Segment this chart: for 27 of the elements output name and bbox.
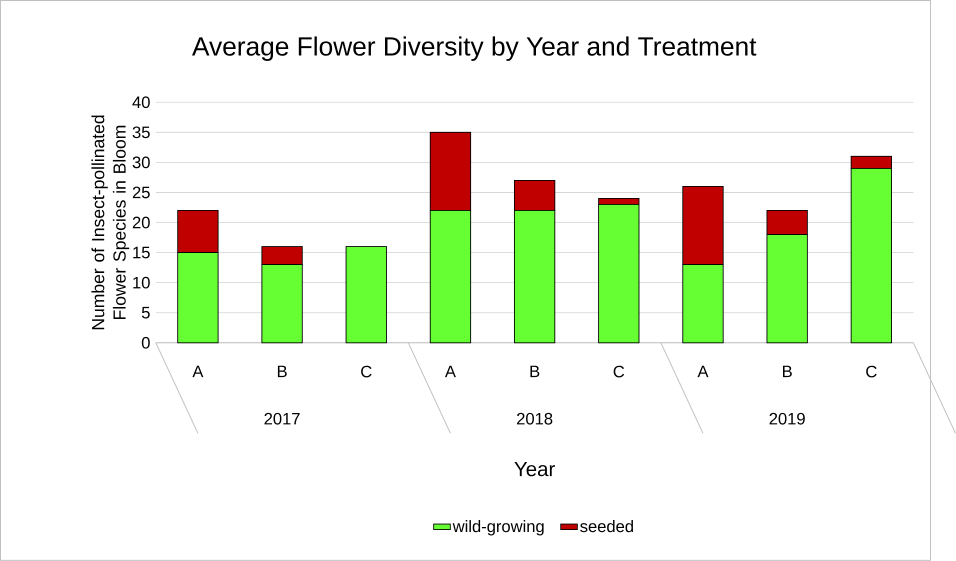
legend-label: seeded [580, 520, 633, 532]
x-tick-label: C [614, 366, 624, 378]
x-tick-label: C [361, 366, 372, 378]
text: 2018 [517, 412, 552, 425]
x-tick-label: B [783, 366, 792, 378]
text: 2019 [770, 412, 805, 425]
y-tick-label: 5 [142, 306, 150, 319]
x-tick-label: A [192, 366, 204, 378]
x-tick-label: A [697, 366, 708, 378]
x-tick-label: B [530, 366, 540, 378]
y-tick-label: 30 [132, 156, 150, 168]
chart-title: Average Flower Diversity by Year and Treatment [192, 36, 756, 61]
y-tick-label: 15 [133, 246, 150, 258]
y-tick-label: 25 [132, 186, 150, 198]
x-tick-label: B [278, 366, 287, 378]
bar [346, 246, 387, 344]
x-axis-title: Year [514, 462, 555, 476]
x-tick-label: C [866, 366, 877, 378]
y-axis-title: Number of Insect-pollinated Flower Species in Bloom [91, 116, 130, 330]
x-tick-label: A [444, 366, 456, 378]
y-tick-label: 10 [133, 276, 150, 289]
y-tick-label: 35 [132, 126, 150, 138]
y-tick-label: 20 [132, 216, 150, 228]
y-tick-label: 0 [142, 336, 150, 349]
text: 2017 [264, 412, 300, 425]
legend-label: wild-growing [452, 520, 544, 536]
y-tick-label: 40 [132, 96, 150, 108]
